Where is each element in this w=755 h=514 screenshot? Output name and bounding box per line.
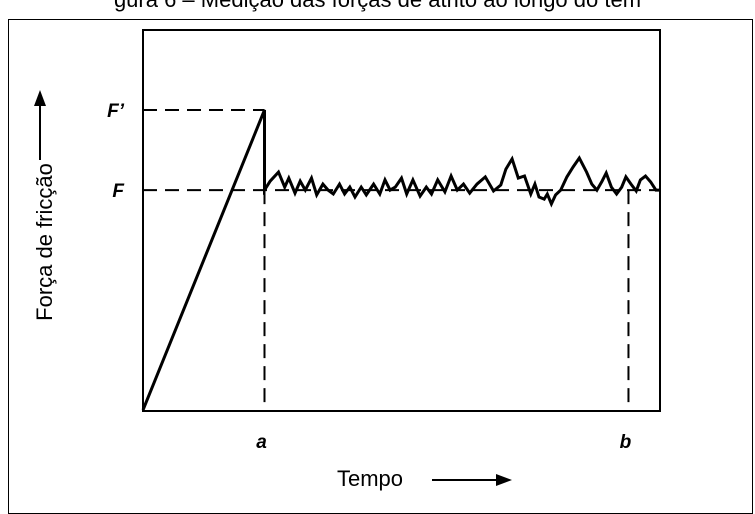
y-axis-arrow-icon [34,90,46,106]
x-marker-label-1: b [620,432,632,453]
y-marker-label-0: F’ [107,101,125,122]
axis-markers: F’ Fa b [107,101,632,453]
x-axis-label: Tempo [337,466,403,491]
x-marker-label-0: a [256,432,267,453]
x-axis-arrow-icon [496,474,512,486]
plot-area-border [142,29,661,412]
figure-caption: gura 6 – Medição das forças de atrito ao… [0,0,755,13]
y-marker-label-1: F [112,181,125,202]
reference-guides [143,109,660,410]
y-axis-label: Força de fricção [32,163,57,321]
series-line-friction-force [141,109,660,411]
